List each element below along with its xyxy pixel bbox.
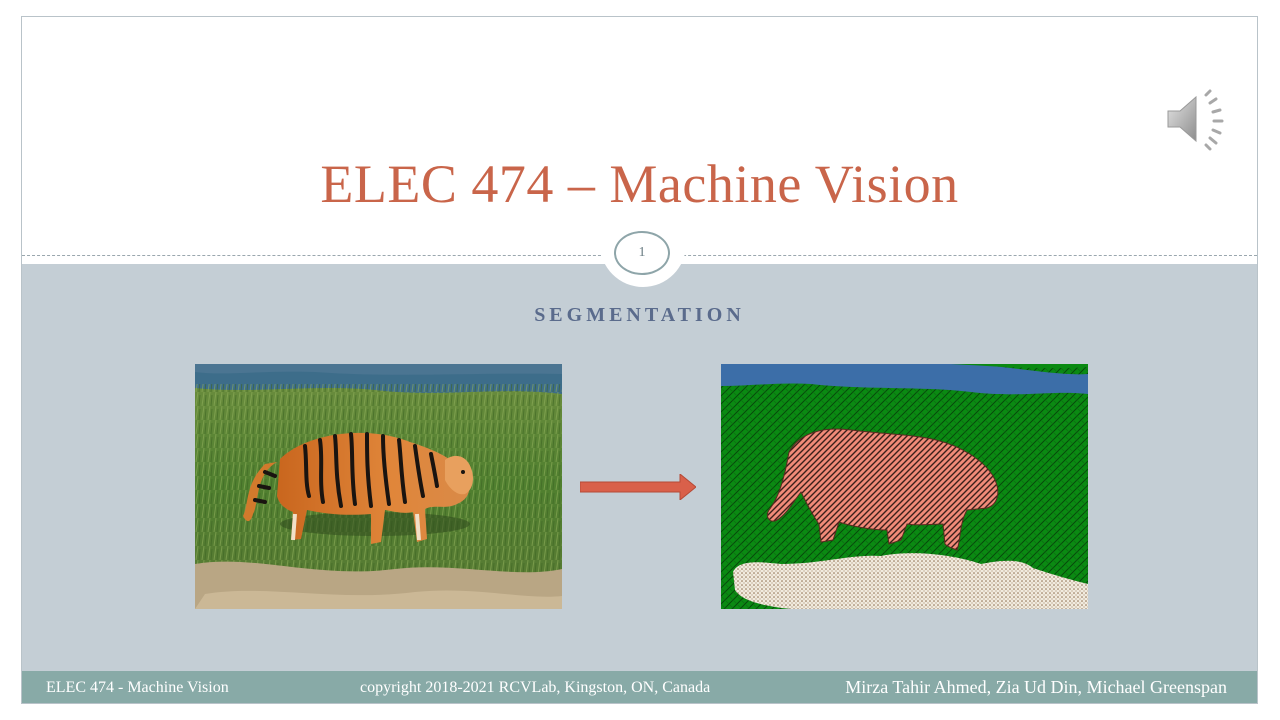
slide-footer: ELEC 474 - Machine Vision copyright 2018…: [22, 671, 1257, 703]
title-area: ELEC 474 – Machine Vision: [22, 17, 1257, 255]
slide-subtitle: SEGMENTATION: [534, 304, 745, 326]
tiger-photo: [195, 364, 562, 609]
slide-title: ELEC 474 – Machine Vision: [320, 154, 959, 214]
slide-number: 1: [614, 231, 670, 275]
slide: ELEC 474 – Machine Vision 1 SEG: [21, 16, 1258, 704]
footer-copyright: copyright 2018-2021 RCVLab, Kingston, ON…: [360, 679, 711, 696]
footer-course: ELEC 474 - Machine Vision: [46, 679, 229, 696]
speaker-icon[interactable]: [1164, 87, 1230, 151]
segmentation-result: [721, 364, 1088, 609]
right-arrow-icon: [580, 474, 696, 500]
footer-authors: Mirza Tahir Ahmed, Zia Ud Din, Michael G…: [845, 677, 1227, 697]
